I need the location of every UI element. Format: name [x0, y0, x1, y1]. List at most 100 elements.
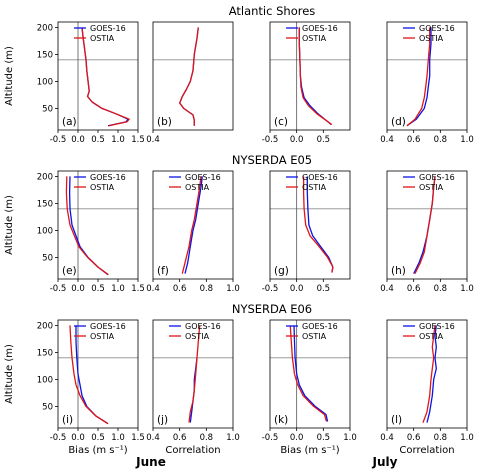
x-tick-label: 0.5	[317, 135, 331, 145]
x-tick-label: 1.0	[111, 135, 125, 145]
axes-frame	[152, 319, 234, 429]
series-line-ostia	[406, 27, 431, 127]
panel-label: (h)	[391, 265, 406, 277]
legend-label: GOES-16	[185, 173, 221, 182]
x-tick-label: 0.4	[380, 433, 394, 443]
legend-label: OSTIA	[302, 34, 327, 43]
series-line-ostia	[302, 176, 334, 273]
panel-label: (c)	[274, 116, 288, 128]
series-line-ostia	[69, 325, 109, 425]
x-tick-label: 1.0	[343, 433, 357, 443]
legend-label: GOES-16	[419, 322, 455, 331]
x-tick-label: -0.5	[50, 284, 67, 294]
panel-i: -0.5 0.0 0.5 1.0 1.5 50 100 150 200 (i) GOES-16OST…	[4, 319, 145, 456]
panel-label: (e)	[62, 265, 77, 277]
x-tick-label: 0.5	[317, 433, 331, 443]
axes-frame	[386, 21, 468, 131]
y-tick-label: 50	[42, 104, 53, 114]
series-line-ostia	[422, 325, 436, 423]
x-tick-label: 0.5	[91, 284, 105, 294]
y-tick-label: 200	[37, 172, 53, 182]
series-line-goes16	[293, 325, 329, 422]
y-tick-label: 100	[37, 375, 53, 385]
series-line-ostia	[188, 325, 201, 423]
x-tick-label: 0.8	[434, 135, 448, 145]
chart-panels: -0.5 0.0 0.5 1.0 1.550100150200(a)GOES-16OST…	[4, 21, 474, 456]
x-tick-label: 0.6	[407, 284, 421, 294]
x-axis-label: Correlation	[399, 445, 454, 456]
x-tick-label: 0.4	[146, 135, 160, 145]
legend-label: OSTIA	[185, 183, 210, 192]
x-tick-label: 0.5	[91, 433, 105, 443]
legend-label: OSTIA	[185, 332, 210, 341]
legend-label: GOES-16	[185, 322, 221, 331]
row-title-nyserda-e05: NYSERDA E05	[232, 153, 312, 167]
y-tick-label: 200	[37, 23, 53, 33]
x-tick-label: -0.5	[50, 135, 67, 145]
series-line-ostia	[181, 176, 202, 274]
x-tick-label: 0.6	[173, 284, 187, 294]
x-tick-label: 1.5	[131, 135, 145, 145]
series-line-ostia	[414, 176, 436, 274]
legend-label: OSTIA	[419, 34, 444, 43]
y-axis-label: Altitude (m)	[4, 344, 15, 404]
panel-label: (k)	[274, 414, 288, 426]
panel-label: (i)	[62, 414, 73, 426]
x-tick-label: -0.5	[262, 433, 279, 443]
x-tick-label: 0.8	[434, 284, 448, 294]
series-line-ostia	[289, 325, 328, 422]
legend-label: OSTIA	[90, 34, 115, 43]
x-tick-label: -0.5	[262, 135, 279, 145]
month-label-june: June	[135, 455, 166, 469]
x-tick-label: 0.6	[407, 433, 421, 443]
y-tick-label: 150	[37, 199, 53, 209]
y-tick-label: 150	[37, 348, 53, 358]
x-tick-label: 0.8	[200, 433, 214, 443]
legend-label: GOES-16	[90, 173, 126, 182]
x-tick-label: 0.0	[290, 433, 304, 443]
x-tick-label: 1.0	[460, 284, 474, 294]
legend-label: GOES-16	[302, 322, 338, 331]
panel-label: (j)	[157, 414, 168, 426]
panel-e: -0.5 0.0 0.5 1.0 1.5 50 100 150 200 (e) GOES-16OST…	[4, 170, 145, 294]
x-tick-label: -0.5	[262, 284, 279, 294]
legend-label: OSTIA	[302, 332, 327, 341]
x-tick-label: 0.4	[380, 284, 394, 294]
axes-frame	[386, 170, 468, 280]
x-tick-label: 0.5	[317, 284, 331, 294]
x-tick-label: 0.8	[200, 284, 214, 294]
legend-label: OSTIA	[419, 332, 444, 341]
axes-frame	[269, 319, 351, 429]
axes-frame	[269, 170, 351, 280]
x-tick-label: 1.0	[460, 135, 474, 145]
series-line-ostia	[298, 27, 333, 126]
panel-label: (f)	[157, 265, 169, 277]
legend-label: OSTIA	[90, 332, 115, 341]
panel-label: (g)	[274, 265, 289, 277]
series-line-ostia	[179, 27, 199, 126]
legend-label: GOES-16	[419, 24, 455, 33]
legend-label: OSTIA	[419, 183, 444, 192]
legend-label: OSTIA	[90, 183, 115, 192]
legend-label: GOES-16	[419, 173, 455, 182]
legend-label: GOES-16	[302, 173, 338, 182]
x-tick-label: 0.4	[380, 135, 394, 145]
y-tick-label: 50	[42, 402, 53, 412]
month-label-july: July	[372, 455, 398, 469]
x-tick-label: 0.0	[290, 284, 304, 294]
legend-label: GOES-16	[90, 24, 126, 33]
legend-label: GOES-16	[90, 322, 126, 331]
panel-label: (b)	[157, 116, 172, 128]
